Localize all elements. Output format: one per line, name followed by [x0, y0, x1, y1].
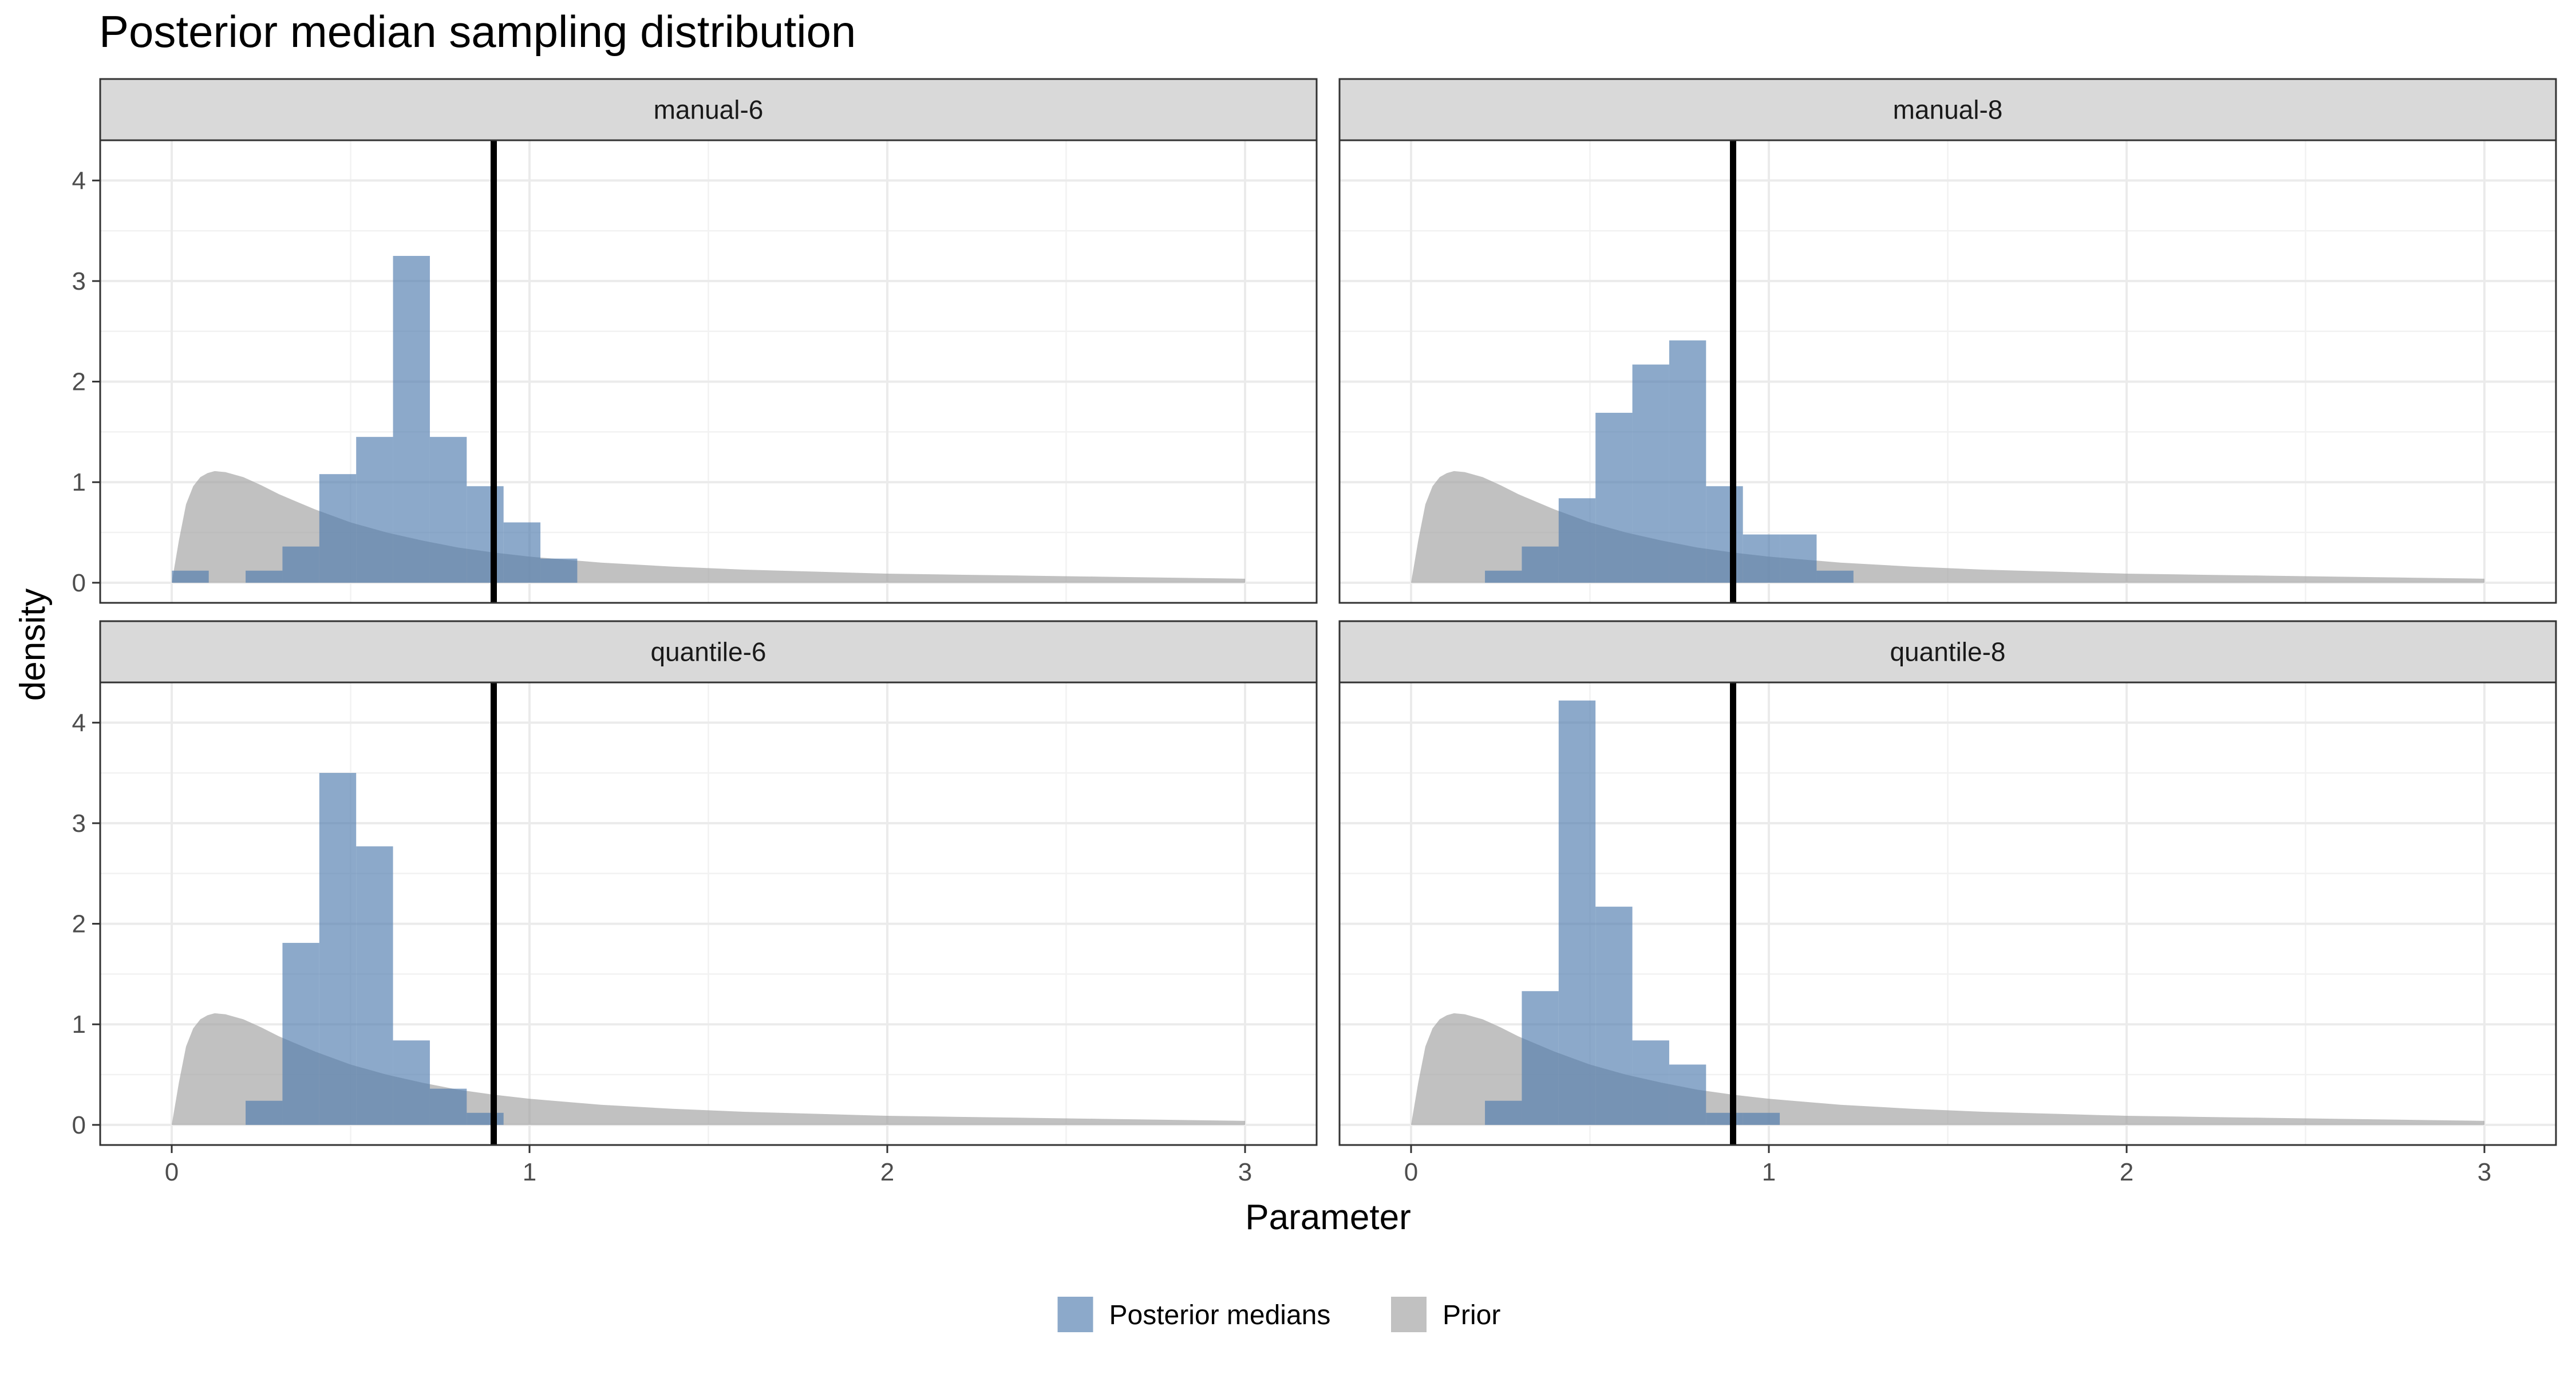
facet-strip [1338, 620, 2557, 684]
y-tick-label: 0 [72, 1111, 86, 1139]
histogram-bar [1632, 364, 1669, 583]
legend-key [1391, 1297, 1427, 1332]
facet-strip-label: manual-8 [1893, 95, 2003, 125]
histogram-bar [1669, 340, 1706, 583]
histogram-bar [1780, 534, 1817, 583]
x-tick-label: 0 [1404, 1158, 1418, 1186]
histogram-bar [356, 437, 393, 583]
x-tick-label: 2 [2120, 1158, 2134, 1186]
y-tick-label: 3 [72, 267, 86, 295]
chart-title: Posterior median sampling distribution [99, 6, 856, 57]
histogram-bar [540, 558, 578, 583]
x-axis-title: Parameter [1245, 1198, 1411, 1237]
histogram-bar [1522, 991, 1559, 1125]
histogram-bar [1743, 1112, 1780, 1125]
histogram-bar [1485, 1100, 1522, 1125]
facet-strip-label: manual-6 [654, 95, 764, 125]
histogram-bar [282, 942, 319, 1125]
histogram-bar [393, 256, 430, 583]
panel-border [1338, 139, 2557, 604]
facet-strip-label: quantile-8 [1890, 637, 2005, 667]
histogram-bar [1485, 570, 1522, 583]
y-tick-label: 1 [72, 1010, 86, 1039]
x-tick-label: 0 [165, 1158, 179, 1186]
panel-border [1338, 681, 2557, 1146]
legend-label: Prior [1443, 1300, 1500, 1330]
histogram-bar [1632, 1040, 1669, 1125]
histogram-bar [246, 570, 283, 583]
y-tick-label: 3 [72, 810, 86, 838]
panel-border [99, 139, 1318, 604]
x-tick-label: 1 [1762, 1158, 1776, 1186]
shared-axes: 0 1 2 3 4 0 1 2 3 4 0 1 2 3 0 1 2 3 [72, 167, 2492, 1186]
y-tick-label: 2 [72, 910, 86, 938]
x-tick-label: 1 [523, 1158, 536, 1186]
facet-panel: quantile-6 [99, 620, 1318, 1146]
histogram-bar [429, 437, 467, 583]
legend: Posterior medians Prior [1057, 1297, 1500, 1332]
y-tick-label: 4 [72, 167, 86, 195]
facet-strip [99, 78, 1318, 141]
histogram-bar [282, 546, 319, 583]
legend-label: Posterior medians [1109, 1300, 1331, 1330]
histogram-bar [1669, 1064, 1706, 1125]
histogram-bar [429, 1088, 467, 1125]
histogram-bar [1558, 498, 1596, 583]
histogram-bar [319, 474, 357, 583]
y-tick-label: 2 [72, 368, 86, 396]
histogram-bar [356, 846, 393, 1125]
facet-panel: manual-8 [1338, 78, 2557, 604]
facet-panel: manual-6 [99, 78, 1318, 604]
y-tick-label: 4 [72, 709, 86, 737]
histogram-bar [467, 1112, 504, 1125]
panel-border [99, 681, 1318, 1146]
histogram-bar [1706, 486, 1743, 583]
histogram-bar [1706, 1112, 1743, 1125]
legend-key [1057, 1297, 1093, 1332]
histogram-bar [1595, 906, 1633, 1125]
y-axis-title: density [13, 589, 53, 701]
histogram-bar [1743, 534, 1780, 583]
histogram-bar [172, 570, 209, 583]
x-tick-label: 2 [880, 1158, 894, 1186]
x-tick-label: 3 [2478, 1158, 2491, 1186]
histogram-bar [467, 486, 504, 583]
histogram-bar [246, 1100, 283, 1125]
x-tick-label: 3 [1238, 1158, 1252, 1186]
histogram-bar [1595, 413, 1633, 583]
y-tick-label: 1 [72, 468, 86, 496]
facet-panel: quantile-8 [1338, 620, 2557, 1146]
facet-strip-label: quantile-6 [650, 637, 766, 667]
histogram-bar [1558, 700, 1596, 1125]
histogram-bar [393, 1040, 430, 1125]
y-tick-label: 0 [72, 569, 86, 597]
histogram-bar [319, 773, 357, 1125]
facet-panels: manual-6 manual-8 quantile-6 quantile-8 [99, 78, 2557, 1146]
histogram-bar [1522, 546, 1559, 583]
histogram-bar [1816, 570, 1854, 583]
histogram-bar [503, 522, 541, 583]
